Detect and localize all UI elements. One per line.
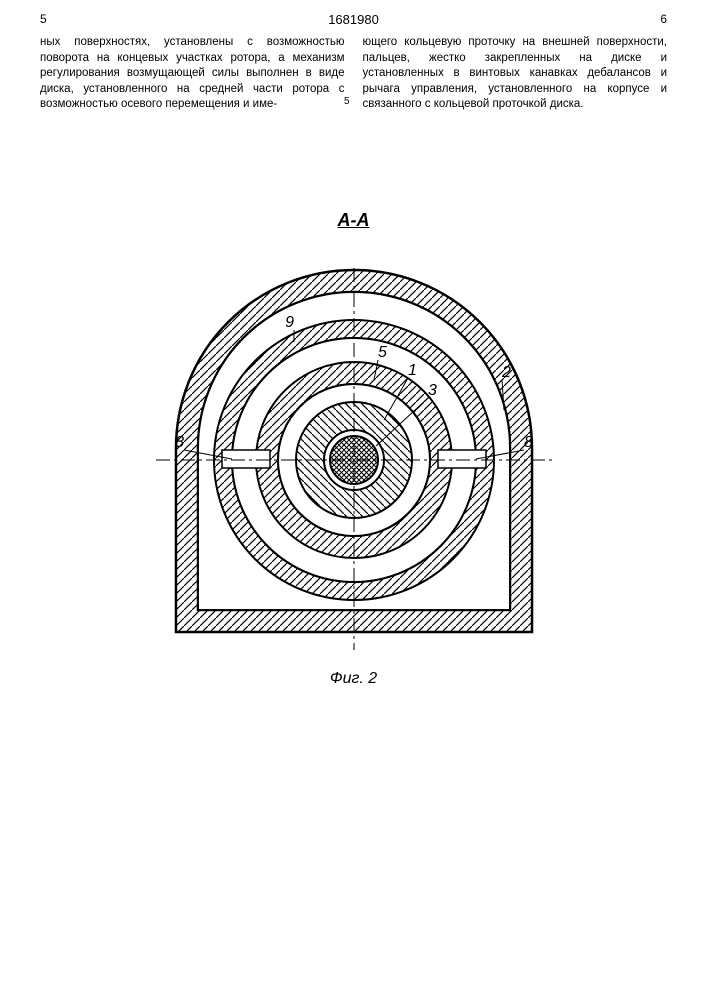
body-text: ных поверхностях, установлены с возможно… (0, 27, 707, 113)
svg-text:2: 2 (501, 364, 511, 381)
svg-text:8: 8 (524, 434, 533, 451)
figure-2: А-А 9 5 13 2 8 8 Фиг. 2 (0, 200, 707, 720)
section-label: А-А (338, 210, 370, 231)
column-right: ющего кольцевую проточку на внешней пове… (363, 35, 668, 113)
page-num-left: 5 (40, 12, 47, 27)
doc-number: 1681980 (47, 12, 661, 27)
column-left: ных поверхностях, установлены с возможно… (40, 35, 345, 113)
page-header: 5 1681980 6 (0, 0, 707, 27)
cross-section-diagram: 9 5 13 2 8 8 (144, 250, 564, 670)
svg-text:8: 8 (175, 434, 184, 451)
svg-text:9: 9 (285, 314, 294, 331)
figure-caption: Фиг. 2 (330, 670, 377, 688)
svg-text:3: 3 (428, 382, 437, 399)
svg-text:5: 5 (378, 344, 387, 361)
line-marker: 5 (344, 96, 350, 107)
svg-text:1: 1 (408, 362, 417, 379)
page-num-right: 6 (660, 12, 667, 27)
